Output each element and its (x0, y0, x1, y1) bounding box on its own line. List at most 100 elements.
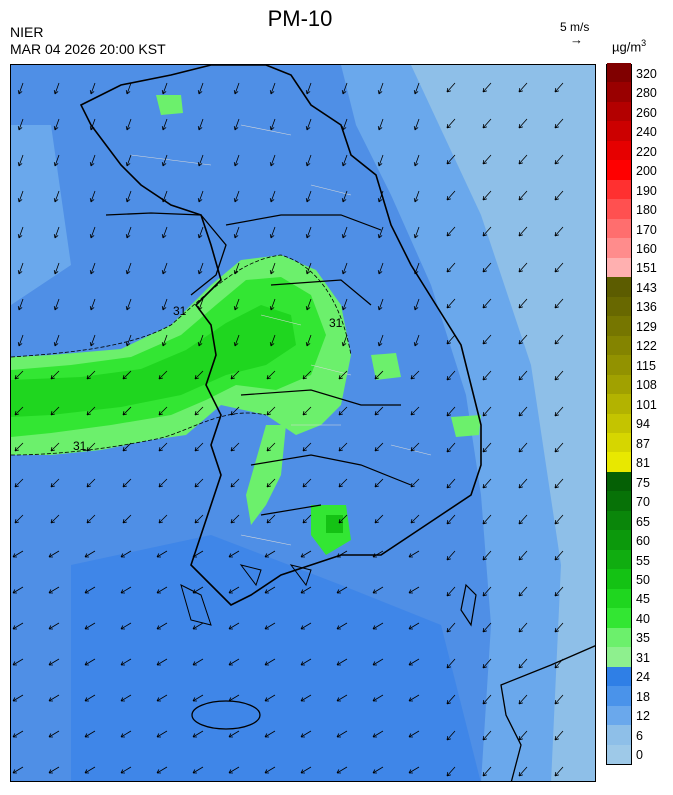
wind-arrow-icon (408, 586, 420, 594)
wind-arrow-icon (518, 298, 528, 309)
wind-arrow-icon (17, 298, 24, 311)
color-scale-tick-label: 180 (636, 203, 657, 218)
wind-arrow-icon (84, 766, 96, 774)
wind-arrow-icon (158, 442, 168, 452)
reference-vector-label: 5 m/s (560, 20, 590, 34)
wind-arrow-icon (338, 514, 348, 524)
color-scale-tick-label: 122 (636, 339, 657, 354)
wind-arrow-icon (446, 694, 456, 705)
color-scale-cell (607, 374, 631, 395)
wind-arrow-icon (302, 478, 312, 488)
wind-arrow-icon (53, 334, 60, 347)
wind-arrow-icon (554, 442, 564, 453)
wind-arrow-icon (14, 514, 24, 524)
wind-arrow-icon (446, 478, 456, 489)
wind-arrow-icon (482, 262, 492, 273)
wind-arrow-icon (482, 226, 492, 237)
wind-arrow-icon (336, 586, 348, 594)
wind-arrow-icon (482, 82, 492, 93)
wind-arrow-icon (125, 226, 132, 239)
wind-arrow-icon (374, 514, 384, 524)
wind-arrow-icon (89, 334, 96, 347)
wind-arrow-icon (300, 586, 312, 594)
wind-arrow-icon (86, 406, 96, 416)
wind-arrow-icon (233, 262, 240, 275)
wind-arrow-icon (482, 478, 492, 489)
color-scale-tick-label: 129 (636, 319, 657, 334)
color-scale-cell (607, 607, 631, 628)
wind-arrow-icon (192, 694, 204, 702)
wind-arrow-icon (341, 190, 348, 203)
color-scale-cell (607, 62, 631, 83)
wind-arrow-icon (518, 190, 528, 201)
wind-arrow-icon (446, 766, 456, 777)
color-scale-tick-label: 31 (636, 650, 650, 665)
wind-arrow-icon (518, 82, 528, 93)
wind-arrow-icon (122, 514, 132, 524)
color-scale-cell (607, 705, 631, 726)
wind-arrow-icon (446, 82, 456, 93)
wind-arrow-icon (158, 514, 168, 524)
wind-arrow-icon (230, 514, 240, 524)
east-coast-hotspot (451, 415, 481, 437)
wind-arrow-icon (161, 334, 168, 347)
unit-base: µg/m (612, 39, 642, 55)
wind-arrow-icon (305, 190, 312, 203)
wind-arrow-icon (228, 658, 240, 666)
wind-arrow-icon (300, 550, 312, 558)
color-scale-tick-label: 60 (636, 534, 650, 549)
wind-arrow-icon (233, 226, 240, 239)
color-scale-tick-label: 24 (636, 670, 650, 685)
wind-arrow-icon (197, 154, 204, 167)
wind-arrow-icon (17, 226, 24, 239)
wind-arrow-icon (50, 478, 60, 488)
wind-arrow-icon (482, 154, 492, 165)
color-scale-cell (607, 646, 631, 667)
wind-arrow-icon (156, 694, 168, 702)
wind-arrow-icon (554, 478, 564, 489)
wind-arrow-icon (192, 622, 204, 630)
wind-arrow-icon (120, 694, 132, 702)
wind-arrow-icon (156, 622, 168, 630)
wind-arrow-icon (554, 658, 564, 669)
plume-south-tail (246, 425, 286, 525)
wind-arrow-icon (410, 442, 420, 452)
wind-arrow-icon (12, 766, 24, 774)
wind-arrow-icon (554, 154, 564, 165)
wind-arrow-icon (12, 658, 24, 666)
wind-arrow-icon (300, 766, 312, 774)
wind-arrow-icon (446, 658, 456, 669)
wind-arrow-icon (48, 586, 60, 594)
color-scale-tick-label: 81 (636, 456, 650, 471)
wind-arrow-icon (518, 622, 528, 633)
wind-arrow-icon (374, 478, 384, 488)
map-canvas: 31 31 31 (11, 65, 595, 781)
wind-arrow-icon (12, 694, 24, 702)
wind-arrow-icon (228, 550, 240, 558)
wind-arrow-icon (233, 334, 240, 347)
wind-arrow-icon (50, 514, 60, 524)
wind-arrow-icon (233, 118, 240, 131)
wind-arrow-icon (89, 298, 96, 311)
contour-31-north (11, 254, 352, 358)
wind-arrow-icon (48, 694, 60, 702)
wind-arrow-icon (446, 370, 456, 381)
color-scale-tick-label: 108 (636, 378, 657, 393)
wind-arrow-icon (264, 622, 276, 630)
color-scale-cell (607, 354, 631, 375)
color-scale-cell (607, 120, 631, 141)
wind-arrow-icon (408, 766, 420, 774)
wind-arrow-icon (12, 586, 24, 594)
wind-arrow-icon (372, 730, 384, 738)
wind-arrow-icon (518, 370, 528, 381)
wind-arrow-icon (341, 298, 348, 311)
wind-arrow-icon (338, 442, 348, 452)
wind-arrow-icon (120, 550, 132, 558)
color-scale-tick-label: 65 (636, 514, 650, 529)
wind-arrow-icon (269, 262, 276, 275)
wind-arrow-icon (50, 442, 60, 452)
wind-arrow-icon (269, 82, 276, 95)
wind-arrow-icon (53, 226, 60, 239)
color-scale-tick-label: 170 (636, 222, 657, 237)
wind-arrow-icon (377, 118, 384, 131)
